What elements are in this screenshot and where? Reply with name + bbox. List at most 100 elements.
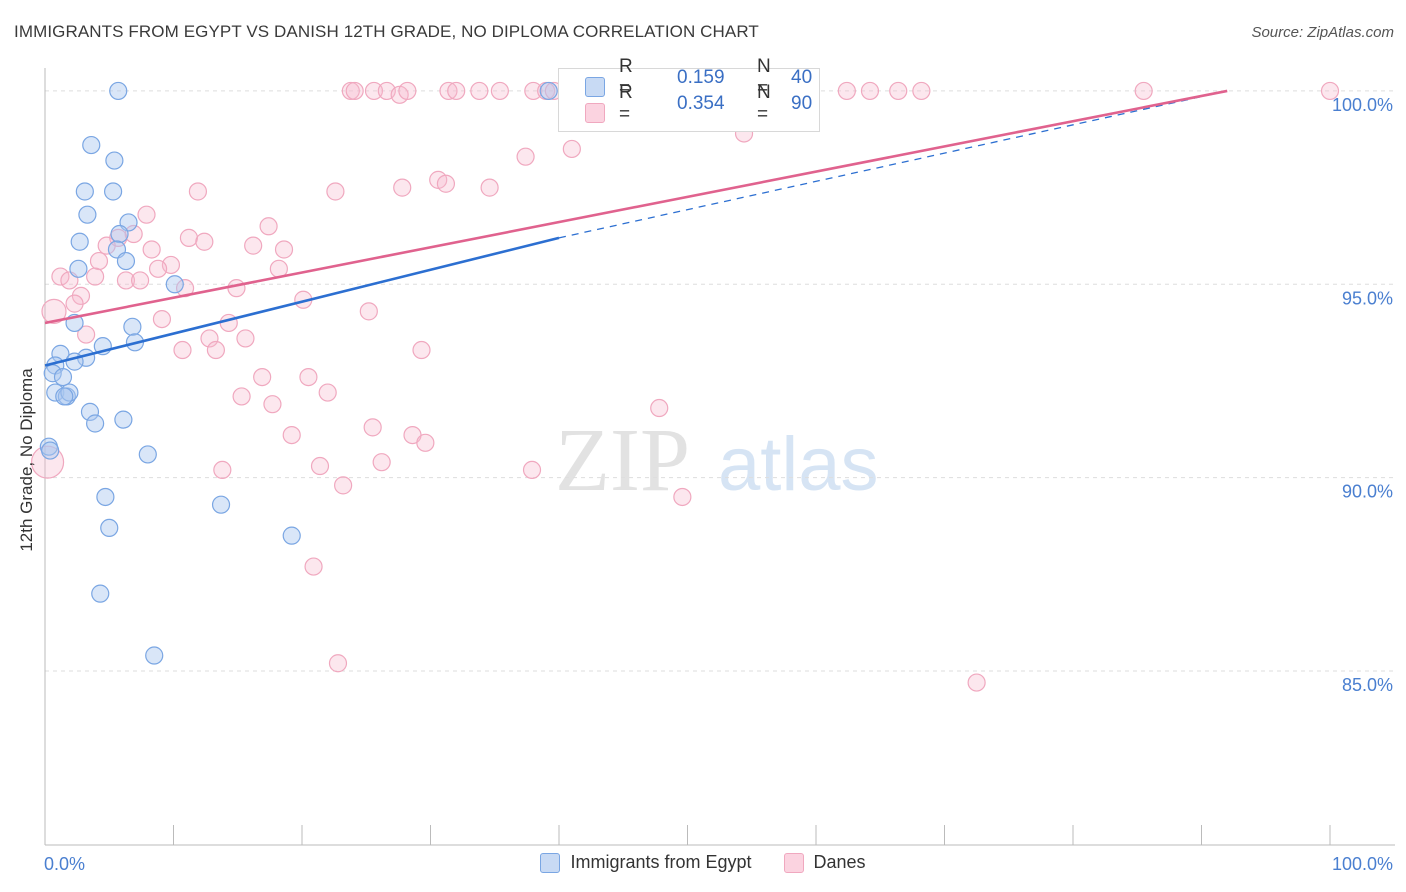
legend-danes-swatch — [783, 852, 804, 873]
egypt-point — [110, 224, 129, 244]
egypt-n-value: 40 — [791, 67, 813, 88]
danes-point — [345, 81, 364, 101]
danes-n-value: 90 — [791, 93, 813, 114]
egypt-point — [70, 232, 89, 251]
danes-point — [318, 383, 337, 402]
egypt-point — [86, 414, 105, 433]
danes-point — [393, 178, 412, 197]
danes-point — [86, 267, 105, 286]
egypt-points — [39, 81, 558, 665]
danes-point — [398, 81, 417, 101]
egypt-point — [145, 646, 164, 665]
legend-item-danes: Danes — [783, 852, 866, 873]
egypt-point — [78, 205, 97, 224]
danes-point — [341, 81, 360, 101]
danes-point — [562, 139, 581, 159]
axis-labels: 85.0% 90.0% 95.0% 100.0% 0.0% 100.0% 12th Grad… — [17, 95, 1393, 874]
egypt-swatch — [585, 77, 605, 97]
danes-point — [304, 557, 323, 576]
danes-point — [299, 367, 318, 387]
danes-point — [30, 445, 65, 479]
watermark-zip: ZIP — [555, 411, 690, 510]
egypt-point — [109, 81, 128, 101]
egypt-r-label: R = — [619, 56, 633, 99]
danes-point — [259, 217, 278, 236]
danes-point — [219, 313, 238, 333]
danes-point — [650, 398, 669, 418]
danes-point — [673, 487, 692, 507]
danes-point — [41, 298, 67, 324]
danes-r-label: R = — [619, 82, 633, 125]
danes-point — [436, 174, 456, 193]
danes-point — [364, 81, 384, 101]
egypt-n-label: N = — [757, 56, 771, 99]
danes-point — [77, 325, 96, 344]
legend-egypt-label: Immigrants from Egypt — [570, 852, 752, 872]
danes-point — [232, 387, 251, 406]
egypt-point — [100, 518, 119, 538]
danes-point — [326, 182, 345, 201]
danes-point — [282, 425, 301, 445]
danes-point — [480, 178, 499, 197]
danes-point — [116, 271, 136, 290]
danes-point — [524, 81, 543, 101]
egypt-point — [282, 526, 301, 545]
danes-point — [173, 340, 192, 360]
grid — [45, 90, 1395, 672]
egypt-trend-dashed — [558, 90, 1228, 239]
danes-point — [889, 81, 908, 101]
danes-point — [372, 453, 391, 472]
y-axis-label: 12th Grade, No Diploma — [17, 368, 36, 552]
egypt-trend-line — [44, 236, 560, 367]
danes-point — [412, 340, 431, 360]
watermark-atlas: atlas — [718, 422, 879, 507]
egypt-point — [69, 259, 88, 278]
danes-point — [206, 340, 226, 360]
egypt-point — [53, 367, 73, 387]
danes-points — [30, 81, 1340, 692]
danes-point — [142, 240, 161, 259]
danes-point — [1134, 81, 1153, 101]
chart-legend: Immigrants from Egypt Danes — [0, 852, 1406, 873]
egypt-point — [539, 81, 558, 101]
egypt-point — [138, 445, 157, 464]
danes-point — [274, 240, 294, 259]
danes-point — [416, 433, 435, 452]
danes-point — [516, 147, 535, 166]
y-tick-label: 85.0% — [1342, 675, 1393, 695]
egypt-r-value: 0.159 — [677, 67, 725, 88]
egypt-point — [41, 441, 60, 460]
danes-point — [65, 294, 84, 313]
danes-point — [130, 271, 150, 290]
legend-danes-label: Danes — [813, 852, 866, 872]
legend-egypt-swatch — [540, 852, 561, 873]
axes — [44, 68, 1395, 846]
danes-point — [152, 309, 172, 329]
danes-point — [179, 228, 199, 247]
danes-point — [89, 251, 109, 271]
y-tick-label: 95.0% — [1342, 288, 1393, 308]
danes-trend-line — [44, 89, 1228, 325]
egypt-point — [104, 182, 123, 201]
x-tick-label: 100.0% — [1332, 854, 1393, 874]
danes-point — [1320, 81, 1340, 101]
danes-point — [334, 476, 353, 495]
x-tick-label: 0.0% — [44, 854, 85, 874]
egypt-point — [55, 387, 74, 406]
danes-point — [188, 182, 208, 201]
danes-n-label: N = — [757, 82, 771, 125]
egypt-point — [75, 182, 94, 201]
danes-swatch — [585, 103, 605, 123]
danes-point — [97, 236, 116, 255]
danes-point — [359, 302, 378, 321]
danes-point — [328, 654, 348, 673]
danes-point — [470, 81, 489, 101]
trend-lines — [44, 89, 1228, 367]
danes-point — [310, 456, 330, 476]
egypt-point — [80, 402, 100, 421]
danes-point — [148, 259, 168, 278]
danes-point — [447, 81, 466, 101]
danes-point — [363, 418, 382, 437]
egypt-point — [82, 135, 101, 155]
